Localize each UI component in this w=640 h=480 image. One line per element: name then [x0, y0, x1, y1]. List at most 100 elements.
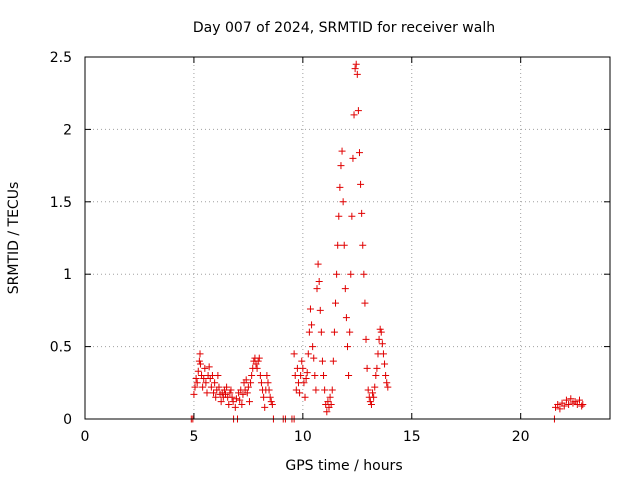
data-point — [329, 357, 337, 365]
x-tick-label: 20 — [512, 429, 530, 445]
data-point — [371, 383, 379, 391]
data-point — [305, 328, 313, 336]
data-point — [344, 343, 351, 351]
data-point — [300, 379, 308, 387]
y-tick-labels: 0 0.5 1 1.5 2 2.5 — [50, 50, 72, 428]
data-point — [565, 401, 573, 409]
y-tick-label: 2.5 — [50, 50, 72, 66]
data-point — [352, 60, 360, 68]
data-point — [578, 402, 586, 410]
data-point — [298, 357, 306, 365]
data-point — [243, 389, 251, 397]
data-point — [214, 372, 222, 380]
data-point — [228, 393, 236, 401]
data-point — [347, 270, 355, 278]
chart-title: Day 007 of 2024, SRMTID for receiver wal… — [193, 20, 495, 36]
data-point — [311, 372, 319, 380]
data-point — [211, 379, 219, 387]
data-point — [337, 162, 345, 170]
data-point — [358, 209, 366, 217]
data-point — [560, 402, 568, 410]
grid — [85, 57, 610, 419]
data-point — [203, 389, 211, 397]
data-point — [330, 328, 338, 336]
data-point — [562, 396, 570, 404]
data-point — [260, 393, 268, 401]
data-point — [359, 241, 367, 249]
data-point — [263, 372, 271, 380]
data-point — [341, 285, 349, 293]
data-point — [338, 147, 346, 155]
data-point — [261, 403, 269, 411]
data-point — [350, 111, 358, 119]
data-point — [253, 364, 261, 372]
x-axis-label: GPS time / hours — [285, 458, 402, 474]
data-point — [312, 386, 320, 394]
data-point — [244, 383, 252, 391]
data-point — [318, 357, 326, 365]
data-point — [226, 389, 234, 397]
y-tick-label: 0.5 — [50, 340, 72, 356]
data-point — [339, 198, 347, 206]
data-point — [302, 374, 310, 382]
data-point — [239, 390, 247, 398]
data-point — [351, 65, 359, 73]
data-point — [353, 70, 361, 78]
data-point — [255, 354, 263, 362]
data-point — [308, 321, 316, 329]
y-tick-label: 1 — [63, 267, 72, 283]
data-point — [215, 383, 223, 391]
data-point — [265, 386, 273, 394]
data-point — [320, 372, 328, 380]
data-point — [199, 383, 207, 391]
y-tick-label: 2 — [63, 122, 72, 138]
data-point — [342, 314, 350, 322]
axis-ticks — [84, 56, 610, 420]
x-tick-label: 15 — [403, 429, 421, 445]
data-point — [223, 383, 231, 391]
y-tick-label: 1.5 — [50, 195, 72, 211]
data-point — [225, 401, 233, 409]
data-point — [242, 376, 250, 384]
data-point — [248, 372, 256, 380]
y-axis-label: SRMTID / TECUs — [6, 182, 22, 295]
data-point — [202, 379, 210, 387]
data-point — [232, 395, 240, 403]
data-point — [554, 401, 562, 409]
data-point — [579, 401, 587, 409]
data-point — [327, 401, 335, 409]
data-point — [332, 299, 340, 307]
data-point — [370, 393, 378, 401]
data-point — [355, 149, 363, 157]
data-point — [212, 393, 220, 401]
data-point — [247, 379, 255, 387]
data-point — [314, 260, 322, 268]
data-point — [316, 306, 324, 314]
data-point — [377, 328, 385, 336]
data-point — [227, 386, 235, 394]
data-point — [345, 372, 353, 380]
data-point — [193, 379, 201, 387]
data-point — [317, 328, 325, 336]
data-point — [369, 389, 377, 397]
data-point — [567, 395, 575, 403]
data-point — [340, 241, 348, 249]
data-point — [257, 379, 265, 387]
data-point — [376, 325, 384, 333]
data-point — [321, 386, 329, 394]
data-point — [372, 372, 380, 380]
data-point — [268, 401, 276, 409]
data-point — [296, 389, 304, 397]
data-point — [200, 374, 208, 382]
data-point — [301, 393, 309, 401]
data-point — [379, 350, 387, 358]
data-point — [373, 364, 381, 372]
data-point — [205, 363, 213, 371]
data-point — [231, 403, 239, 411]
data-point — [326, 393, 334, 401]
data-point — [348, 212, 356, 220]
data-point — [354, 107, 362, 115]
x-tick-labels: 0 5 10 15 20 — [81, 429, 530, 445]
data-point — [195, 357, 203, 365]
